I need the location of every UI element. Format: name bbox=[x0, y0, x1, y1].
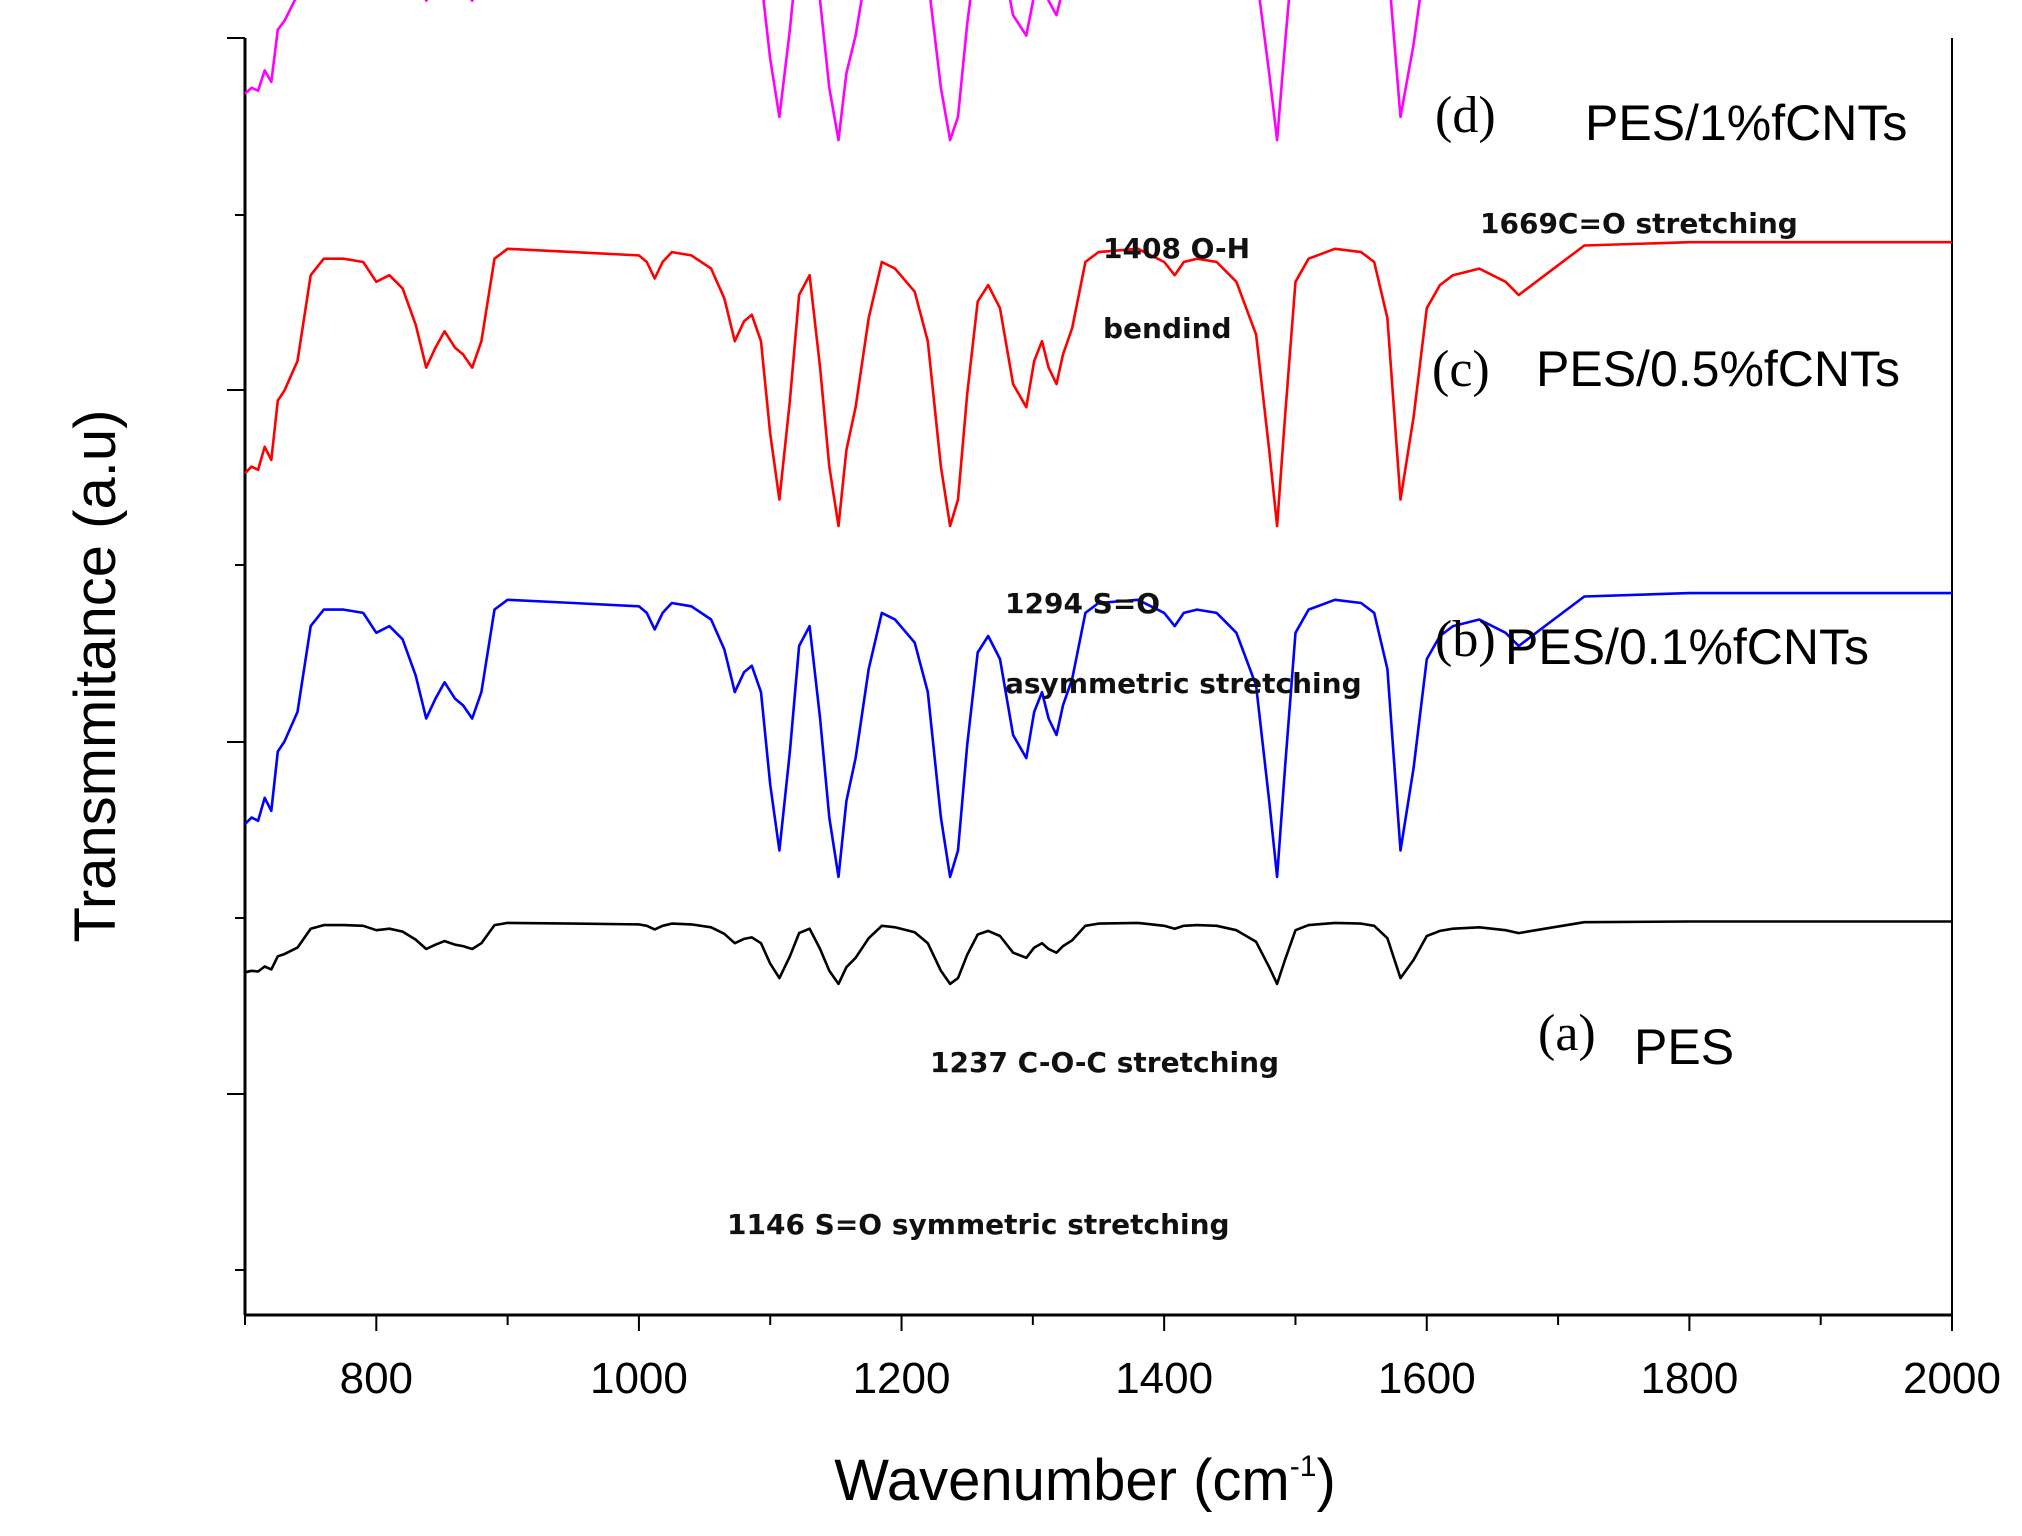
x-tick-label-1400: 1400 bbox=[1115, 1354, 1213, 1403]
x-axis-title-close: ) bbox=[1316, 1448, 1335, 1513]
x-tick-label-1200: 1200 bbox=[853, 1354, 951, 1403]
annotation-1146: 1146 S=O symmetric stretching bbox=[727, 1208, 1230, 1241]
series-line-c bbox=[244, 240, 1952, 528]
label-c-name: PES/0.5%fCNTs bbox=[1536, 341, 1900, 397]
series-line-a bbox=[244, 920, 1952, 986]
x-axis-title-sup: -1 bbox=[1290, 1450, 1317, 1483]
x-tick-label-1000: 1000 bbox=[590, 1354, 688, 1403]
label-d-name: PES/1%fCNTs bbox=[1585, 95, 1907, 151]
y-axis-title: Transmmitance (a.u) bbox=[63, 410, 128, 943]
annotation-1669: 1669C=O stretching bbox=[1480, 207, 1798, 240]
x-tick-label-1800: 1800 bbox=[1640, 1354, 1738, 1403]
series-layer bbox=[244, 0, 1952, 986]
x-axis-title: Wavenumber (cm-1) bbox=[834, 1448, 1336, 1513]
x-ticks: 800 1000 1200 1400 1600 1800 2000 bbox=[244, 1315, 2001, 1403]
label-c-letter: (c) bbox=[1432, 341, 1490, 398]
axes bbox=[243, 38, 1953, 1317]
annotation-1237: 1237 C-O-C stretching bbox=[930, 1046, 1279, 1079]
label-a-letter: (a) bbox=[1538, 1005, 1596, 1062]
annotation-1408-oh: 1408 O-H bbox=[1103, 232, 1250, 265]
annotation-1294-so: 1294 S=O bbox=[1005, 587, 1160, 620]
x-axis-title-main: Wavenumber (cm bbox=[834, 1448, 1290, 1513]
label-b-name: PES/0.1%fCNTs bbox=[1505, 619, 1869, 675]
series-line-b bbox=[244, 591, 1952, 879]
x-tick-label-1600: 1600 bbox=[1378, 1354, 1476, 1403]
y-ticks bbox=[227, 37, 245, 1271]
annotation-1408-bend: bendind bbox=[1103, 312, 1232, 345]
label-b-letter: (b) bbox=[1435, 611, 1496, 668]
annotation-1294-asym: asymmetric stretching bbox=[1005, 667, 1362, 700]
label-a-name: PES bbox=[1634, 1019, 1734, 1075]
x-tick-label-800: 800 bbox=[340, 1354, 413, 1403]
label-d-letter: (d) bbox=[1435, 87, 1496, 144]
x-tick-label-2000: 2000 bbox=[1903, 1354, 2001, 1403]
